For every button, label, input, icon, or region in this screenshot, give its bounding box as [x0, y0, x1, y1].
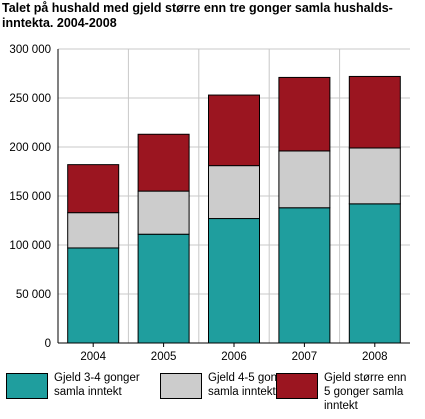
legend-label-3-4-line-1: Gjeld 3-4 gonger: [54, 372, 140, 384]
chart-title-line-1: Talet på hushald med gjeld større enn tr…: [2, 1, 393, 15]
y-tick-label: 300 000: [9, 44, 51, 56]
bar-segment: [278, 76, 331, 152]
bar-segment: [348, 147, 401, 205]
bar-segment: [137, 190, 190, 235]
y-tick-label: 50 000: [16, 289, 51, 301]
y-tick-label: 0: [45, 338, 51, 350]
bar-segment: [278, 207, 331, 344]
legend-label-4-5-line-2: samla inntekt: [208, 386, 276, 398]
bar-segment: [208, 165, 260, 220]
x-tick-label: 2004: [80, 351, 106, 363]
chart-title: Talet på hushald med gjeld større enn tr…: [2, 1, 422, 31]
chart-title-line-2: inntekta. 2004-2008: [2, 16, 117, 30]
bar-segment: [67, 212, 120, 249]
legend-label-3-4: Gjeld 3-4 gonger samla inntekt: [54, 371, 146, 399]
x-tick-label: 2007: [292, 351, 318, 363]
bar-segment: [348, 75, 401, 149]
y-tick-label: 150 000: [9, 191, 51, 203]
y-tick-label: 200 000: [9, 142, 51, 154]
legend-label-over-5-line-2: 5 gonger samla: [324, 386, 404, 398]
legend-label-3-4-line-2: samla inntekt: [54, 386, 122, 398]
legend-label-over-5-line-1: Gjeld større enn: [324, 372, 407, 384]
bar-segment: [278, 150, 331, 209]
legend-item-3-4: Gjeld 3-4 gonger samla inntekt: [6, 371, 146, 399]
y-tick-label: 100 000: [9, 240, 51, 252]
x-tick-label: 2008: [362, 351, 388, 363]
bar-segment: [67, 164, 120, 214]
bar-segment: [348, 203, 401, 344]
legend-swatch-over-5: [276, 373, 318, 399]
legend-label-over-5-line-3: inntekt: [324, 400, 358, 412]
y-tick-label: 250 000: [9, 93, 51, 105]
legend: Gjeld 3-4 gonger samla inntekt Gjeld 4-5…: [0, 371, 425, 419]
legend-label-4-5-line-1: Gjeld 4-5 gonger: [208, 372, 294, 384]
bar-segment: [67, 247, 120, 344]
legend-label-4-5: Gjeld 4-5 gonger samla inntekt: [208, 371, 300, 399]
legend-item-over-5: Gjeld større enn 5 gonger samla inntekt: [276, 371, 416, 413]
legend-swatch-4-5: [160, 373, 202, 399]
x-tick-label: 2006: [221, 351, 247, 363]
bar-segment: [137, 133, 190, 192]
legend-swatch-3-4: [6, 373, 48, 399]
x-tick-label: 2005: [151, 351, 177, 363]
legend-label-over-5: Gjeld større enn 5 gonger samla inntekt: [324, 371, 416, 413]
stacked-bar-chart: 0 50 000 100 000 150 000 200 000 250 000 300 0…: [9, 44, 410, 363]
bar-segment: [137, 233, 190, 344]
legend-item-4-5: Gjeld 4-5 gonger samla inntekt: [160, 371, 300, 399]
bar-segment: [208, 218, 260, 344]
bar-segment: [208, 94, 260, 167]
